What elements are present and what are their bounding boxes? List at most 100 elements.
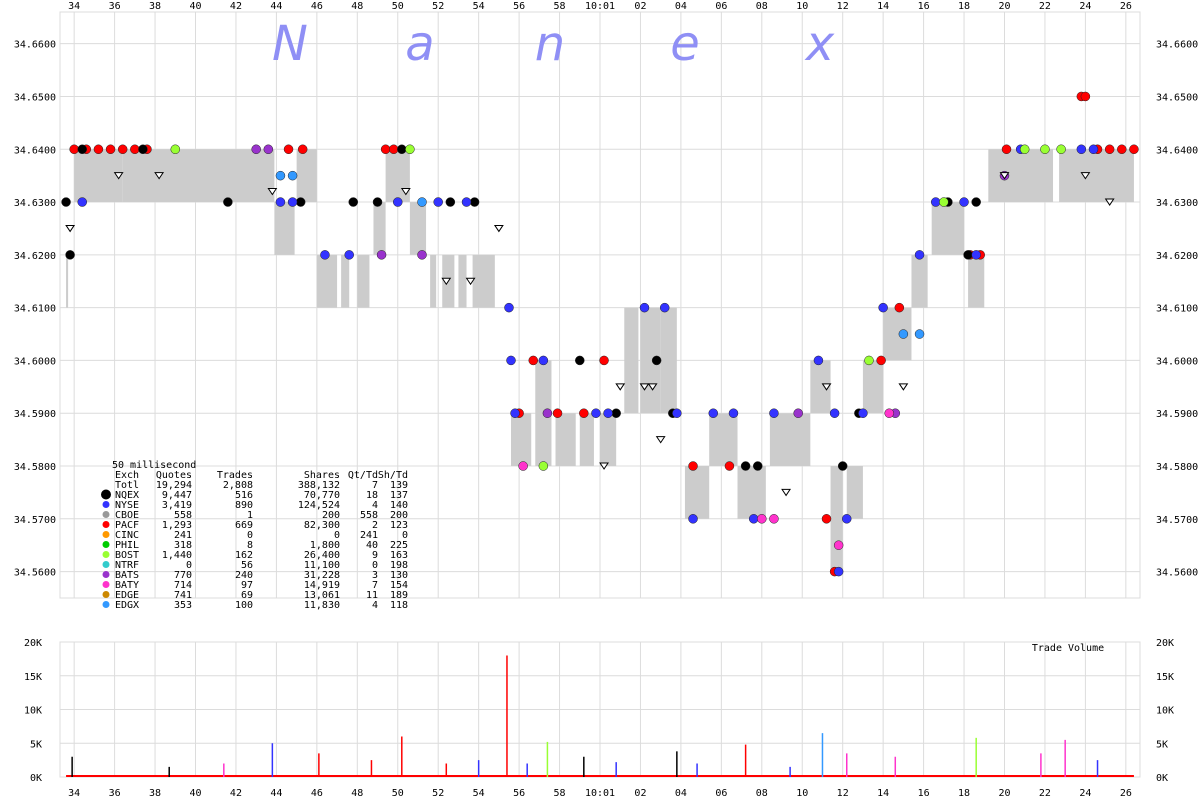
y-tick-label-right: 34.6600 <box>1156 40 1198 51</box>
stats-cell: BATS <box>115 570 139 581</box>
nbbo-band <box>409 202 427 255</box>
nbbo-band <box>357 254 370 308</box>
stats-title: 50 millisecond <box>112 460 196 471</box>
x-tick-label-bottom: 34 <box>68 788 80 799</box>
quote-point <box>130 144 140 155</box>
quote-point <box>297 144 308 155</box>
nbbo-band <box>341 254 350 308</box>
x-tick-label-bottom: 06 <box>715 788 727 799</box>
x-tick-label-bottom: 20 <box>998 788 1010 799</box>
stats-cell: 1 <box>247 510 253 521</box>
quote-point <box>397 144 407 155</box>
y-tick-label-left: 34.6500 <box>14 92 56 103</box>
trade-marker <box>267 187 278 196</box>
x-tick-label-bottom: 50 <box>392 788 404 799</box>
x-tick-label-top: 52 <box>432 1 444 12</box>
volume-y-tick-left: 0K <box>30 773 42 784</box>
nbbo-band <box>830 466 843 572</box>
quote-point <box>344 250 354 260</box>
quote-point <box>1001 144 1012 155</box>
quote-point <box>724 461 735 471</box>
stats-cell: 19,294 <box>156 480 192 491</box>
stats-cell: 163 <box>390 550 408 561</box>
stats-cell: 7 <box>372 580 378 591</box>
nbbo-band <box>660 307 677 414</box>
stats-header: Quotes <box>156 470 192 481</box>
stats-cell: 70,770 <box>304 490 340 501</box>
stats-cell: 241 <box>360 530 378 541</box>
legend-swatch <box>102 501 110 508</box>
stats-cell: 0 <box>186 560 192 571</box>
quote-point <box>753 461 763 471</box>
legend-swatch <box>102 581 110 588</box>
quote-point <box>105 144 116 155</box>
stats-cell: 558 <box>174 510 192 521</box>
stats-cell: 9,447 <box>162 490 192 501</box>
quote-point <box>837 461 848 471</box>
legend-swatch <box>102 601 110 608</box>
volume-y-tick-right: 10K <box>1156 706 1174 717</box>
quote-point <box>672 408 682 418</box>
stats-cell: 2 <box>372 520 378 531</box>
x-tick-label-top: 12 <box>837 1 849 12</box>
trade-marker <box>599 462 609 470</box>
trade-marker <box>465 277 476 286</box>
quote-point <box>417 197 427 207</box>
stats-cell: 11,100 <box>304 560 340 571</box>
x-tick-label-top: 14 <box>877 1 889 12</box>
stats-cell: 14,919 <box>304 580 340 591</box>
nbbo-band <box>296 149 317 203</box>
nbbo-band <box>862 360 884 414</box>
stats-cell: 26,400 <box>304 550 340 561</box>
nbbo-band <box>579 413 594 467</box>
stats-cell: NYSE <box>115 500 139 511</box>
x-tick-label-bottom: 24 <box>1079 788 1091 799</box>
volume-y-tick-left: 15K <box>24 672 42 683</box>
stats-cell: 0 <box>334 530 340 541</box>
x-tick-label-top: 26 <box>1120 1 1132 12</box>
quote-point <box>579 408 589 418</box>
x-tick-label-bottom: 14 <box>877 788 889 799</box>
quote-point <box>1088 144 1099 155</box>
quote-point <box>542 408 553 418</box>
x-tick-label-bottom: 52 <box>432 788 444 799</box>
trade-marker <box>154 172 165 180</box>
y-tick-label-right: 34.6500 <box>1156 92 1198 103</box>
legend-swatch <box>102 541 110 548</box>
trade-marker <box>615 383 626 391</box>
quote-point <box>445 197 456 207</box>
stats-cell: 318 <box>174 540 192 551</box>
nbbo-band <box>1059 149 1134 203</box>
quote-point <box>858 408 868 418</box>
quote-point <box>77 144 87 155</box>
x-tick-label-top: 34 <box>68 1 80 12</box>
quote-point <box>833 566 844 577</box>
quote-point <box>287 170 298 181</box>
trade-marker <box>1104 198 1115 206</box>
legend-swatch <box>102 521 110 528</box>
stats-cell: PHIL <box>115 540 139 551</box>
quote-point <box>829 408 840 418</box>
stats-header: Qt/Td <box>348 470 378 481</box>
quote-point <box>878 302 888 313</box>
quote-point <box>914 329 925 339</box>
y-tick-label-right: 34.6400 <box>1156 145 1198 156</box>
stats-cell: NQEX <box>115 490 139 501</box>
y-tick-label-left: 34.5700 <box>14 515 56 526</box>
stats-cell: 4 <box>372 600 378 611</box>
y-tick-label-right: 34.5800 <box>1156 462 1198 473</box>
x-tick-label-bottom: 10 <box>796 788 808 799</box>
y-tick-label-right: 34.5700 <box>1156 515 1198 526</box>
quote-point <box>651 355 662 366</box>
y-tick-label-right: 34.6100 <box>1156 304 1198 315</box>
x-tick-label-bottom: 44 <box>270 788 282 799</box>
y-tick-label-left: 34.5800 <box>14 462 56 473</box>
stats-cell: 714 <box>174 580 192 591</box>
stats-cell: 11,830 <box>304 600 340 611</box>
nbbo-band <box>931 202 965 255</box>
nbbo-band <box>555 413 576 467</box>
legend-swatch <box>102 571 110 578</box>
stats-cell: 82,300 <box>304 520 340 531</box>
x-tick-label-top: 06 <box>715 1 727 12</box>
